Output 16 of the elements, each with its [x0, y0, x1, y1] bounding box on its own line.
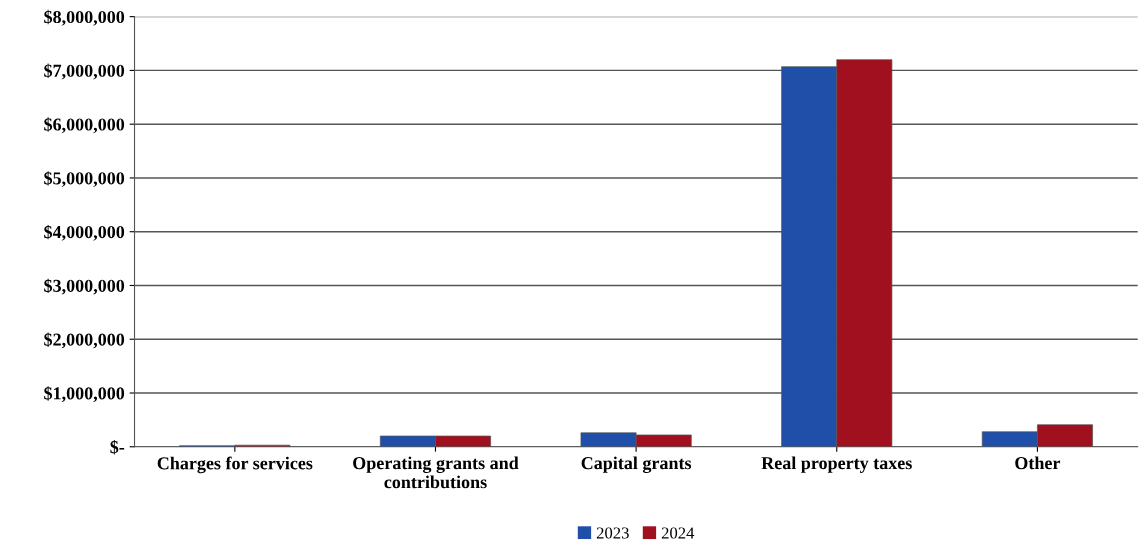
- y-tick-label: $3,000,000: [44, 278, 125, 295]
- y-tick-label: $6,000,000: [44, 117, 125, 134]
- x-tick-label: Capital grants: [581, 456, 692, 474]
- y-tick-label: $7,000,000: [44, 63, 125, 80]
- x-tick-label: Other: [1015, 456, 1061, 470]
- x-tick-label: Real property taxes: [761, 456, 912, 473]
- x-tick-label: Operating grants and contributions: [353, 456, 519, 489]
- y-tick-label: $2,000,000: [44, 332, 125, 349]
- y-tick-label: $8,000,000: [44, 9, 125, 26]
- y-tick-label: $-: [110, 439, 125, 455]
- x-tick-label: Charges for services: [157, 456, 313, 474]
- legend-label: 2024: [661, 527, 695, 539]
- y-tick-label: $5,000,000: [44, 171, 125, 188]
- legend-label: 2023: [596, 527, 629, 539]
- y-tick-label: $4,000,000: [44, 224, 125, 241]
- y-tick-label: $1,000,000: [44, 386, 125, 403]
